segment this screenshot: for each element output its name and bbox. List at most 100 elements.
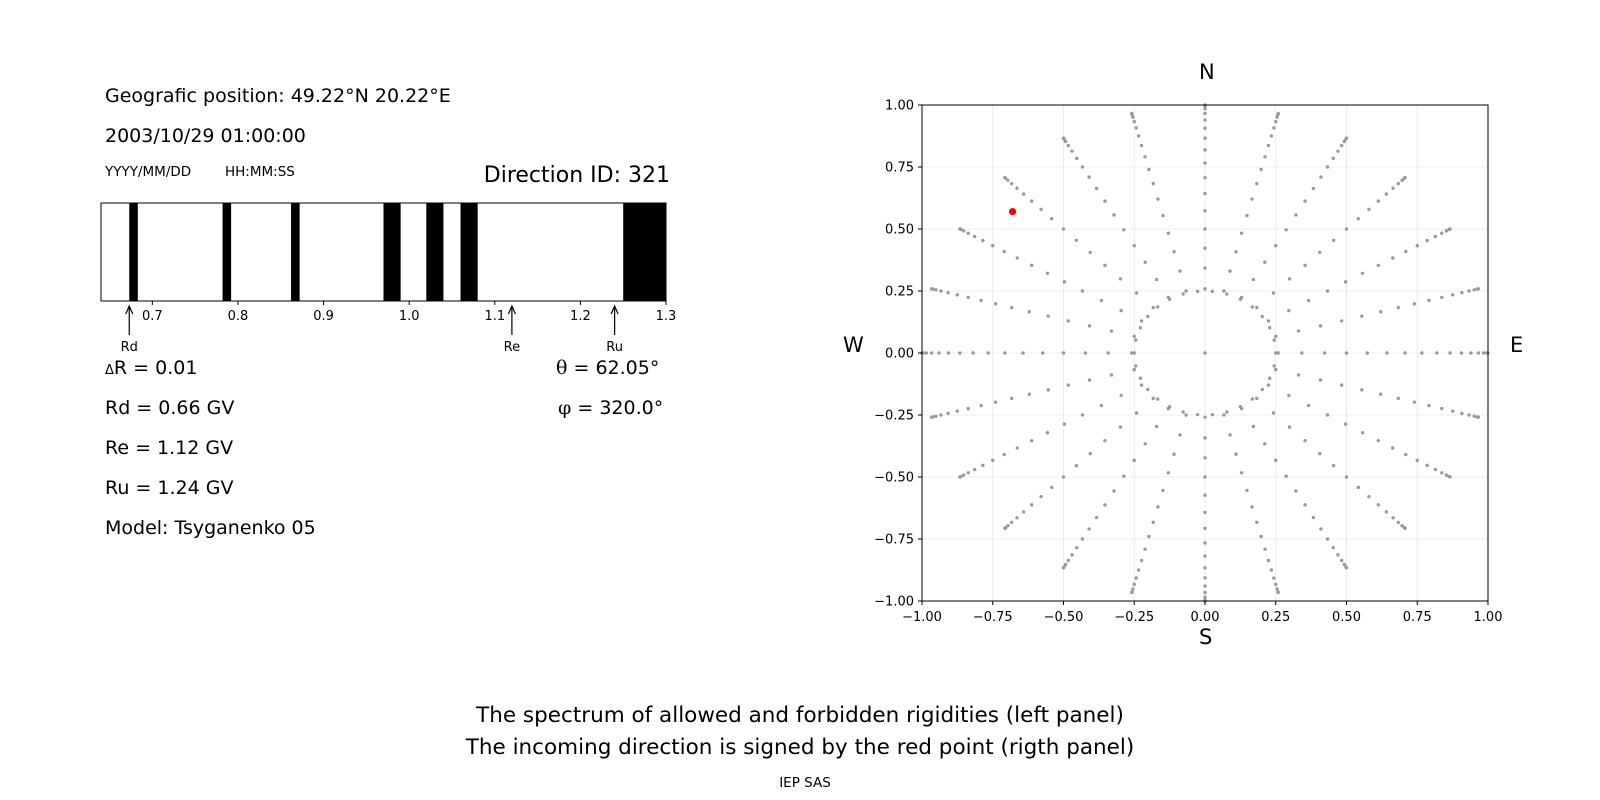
direction-point bbox=[1132, 334, 1136, 339]
direction-point bbox=[1203, 510, 1207, 515]
direction-point bbox=[1029, 503, 1034, 507]
direction-point bbox=[1360, 431, 1365, 435]
direction-point bbox=[1118, 425, 1123, 429]
direction-point bbox=[1385, 351, 1389, 355]
direction-point bbox=[955, 293, 959, 297]
direction-point bbox=[1400, 178, 1404, 183]
direction-point bbox=[972, 234, 977, 239]
direction-point bbox=[1203, 584, 1207, 588]
direction-point bbox=[1272, 576, 1276, 580]
direction-point bbox=[1021, 192, 1026, 196]
direction-point bbox=[1139, 383, 1144, 387]
direction-point bbox=[1131, 115, 1135, 119]
direction-point bbox=[1384, 510, 1389, 514]
direction-point bbox=[961, 229, 966, 233]
direction-point bbox=[1344, 566, 1349, 570]
date-format-label: YYYY/MM/DD bbox=[105, 164, 192, 180]
direction-point bbox=[1088, 451, 1092, 456]
direction-point bbox=[1234, 250, 1238, 254]
x-tick-label: 0.75 bbox=[1403, 610, 1432, 625]
direction-point bbox=[1045, 431, 1050, 435]
direction-point bbox=[1251, 424, 1256, 429]
forbidden-band bbox=[426, 203, 444, 301]
direction-point bbox=[1006, 523, 1010, 528]
direction-point bbox=[1255, 520, 1259, 525]
direction-point bbox=[1311, 515, 1316, 520]
y-tick-label: 0.75 bbox=[885, 161, 914, 176]
direction-point bbox=[1448, 227, 1452, 231]
forbidden-bands bbox=[129, 203, 666, 301]
direction-point bbox=[1255, 396, 1259, 401]
direction-point bbox=[1134, 338, 1138, 342]
direction-point bbox=[1010, 305, 1014, 310]
direction-point bbox=[1203, 493, 1207, 497]
direction-point bbox=[1080, 413, 1085, 417]
direction-point bbox=[1134, 411, 1139, 415]
direction-point bbox=[1087, 378, 1092, 382]
direction-point bbox=[1151, 520, 1155, 525]
direction-point bbox=[993, 302, 998, 306]
direction-point bbox=[1203, 287, 1207, 291]
direction-point bbox=[1451, 409, 1455, 413]
y-tick-label: 1.00 bbox=[885, 99, 914, 114]
direction-point bbox=[946, 290, 950, 295]
direction-point bbox=[1203, 266, 1207, 270]
direction-point bbox=[1440, 406, 1444, 411]
direction-point bbox=[1155, 397, 1160, 401]
direction-point bbox=[1343, 280, 1348, 284]
direction-point bbox=[1319, 175, 1323, 179]
direction-point bbox=[1472, 288, 1476, 292]
direction-point bbox=[1062, 280, 1067, 284]
direction-point bbox=[1396, 520, 1400, 525]
direction-point bbox=[972, 467, 977, 472]
direction-point bbox=[1245, 213, 1249, 218]
direction-point bbox=[1296, 329, 1301, 333]
phi-symbol: φ bbox=[558, 397, 572, 419]
x-tick-label: 1.00 bbox=[1474, 610, 1503, 625]
direction-point bbox=[1367, 207, 1371, 212]
direction-point bbox=[1151, 181, 1155, 186]
forbidden-band bbox=[222, 203, 232, 301]
direction-point bbox=[1287, 308, 1291, 313]
direction-point bbox=[1255, 181, 1259, 186]
y-tick-label: −1.00 bbox=[874, 595, 914, 610]
direction-point bbox=[1203, 107, 1207, 111]
direction-point bbox=[1132, 367, 1136, 372]
x-tick-label: −0.50 bbox=[1044, 610, 1084, 625]
direction-point bbox=[1311, 186, 1316, 191]
direction-point bbox=[1080, 165, 1085, 169]
x-tick-label: −0.75 bbox=[973, 610, 1013, 625]
direction-point bbox=[1440, 231, 1444, 235]
direction-point bbox=[1203, 191, 1207, 196]
delta-symbol: Δ bbox=[105, 363, 114, 378]
direction-point bbox=[1269, 568, 1274, 572]
direction-point bbox=[1146, 387, 1150, 392]
direction-point bbox=[1178, 433, 1182, 437]
direction-point bbox=[1134, 291, 1139, 295]
direction-point bbox=[1225, 410, 1229, 414]
direction-point bbox=[1266, 143, 1271, 148]
direction-point bbox=[1403, 175, 1407, 180]
direction-point bbox=[1379, 310, 1383, 314]
phi-value: φ = 320.0° bbox=[558, 397, 663, 419]
direction-point bbox=[1203, 227, 1207, 231]
direction-point bbox=[1260, 387, 1264, 392]
direction-point bbox=[1448, 475, 1452, 479]
direction-point bbox=[1234, 452, 1238, 456]
direction-point bbox=[1184, 413, 1188, 417]
direction-point bbox=[1203, 415, 1207, 419]
direction-point bbox=[1344, 475, 1349, 479]
y-tick-label: −0.50 bbox=[874, 471, 914, 486]
direction-point bbox=[1074, 238, 1079, 242]
direction-point bbox=[1325, 537, 1330, 541]
direction-point bbox=[966, 231, 970, 235]
direction-point bbox=[1155, 305, 1160, 309]
direction-point bbox=[939, 289, 943, 293]
spectrum-tick-label: 1.2 bbox=[570, 309, 591, 324]
direction-point bbox=[1476, 351, 1481, 355]
direction-point bbox=[1433, 234, 1438, 239]
direction-point bbox=[1143, 547, 1147, 551]
direction-point bbox=[1195, 412, 1200, 417]
direction-point bbox=[1083, 351, 1088, 355]
direction-point bbox=[1391, 186, 1395, 190]
